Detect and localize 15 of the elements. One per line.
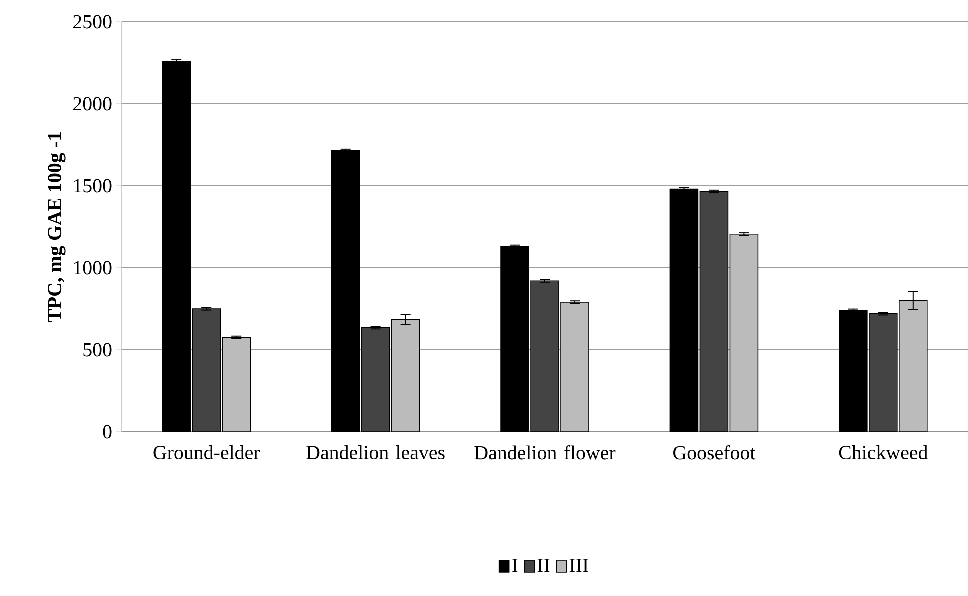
x-tick-label: Goosefoot: [674, 446, 756, 460]
y-tick-label: 1000: [74, 261, 112, 275]
legend-label: II: [538, 559, 550, 572]
x-tick-label: Dandelion flower: [474, 446, 616, 460]
y-tick-label: 1500: [74, 179, 112, 193]
legend-label: I: [512, 559, 518, 572]
y-tick-label: 2000: [74, 97, 112, 111]
y-tick-label: 2500: [74, 15, 112, 29]
x-tick-label: Dandelion leaves: [306, 446, 445, 460]
y-tick-label: 0: [103, 425, 112, 439]
x-tick-label: Ground-elder: [154, 446, 260, 460]
legend-label: III: [570, 559, 588, 572]
x-tick-label: Chickweed: [839, 446, 928, 460]
y-tick-label: 500: [84, 343, 112, 357]
y-axis-title: TPC, mg GAE 100g -1: [48, 132, 66, 322]
